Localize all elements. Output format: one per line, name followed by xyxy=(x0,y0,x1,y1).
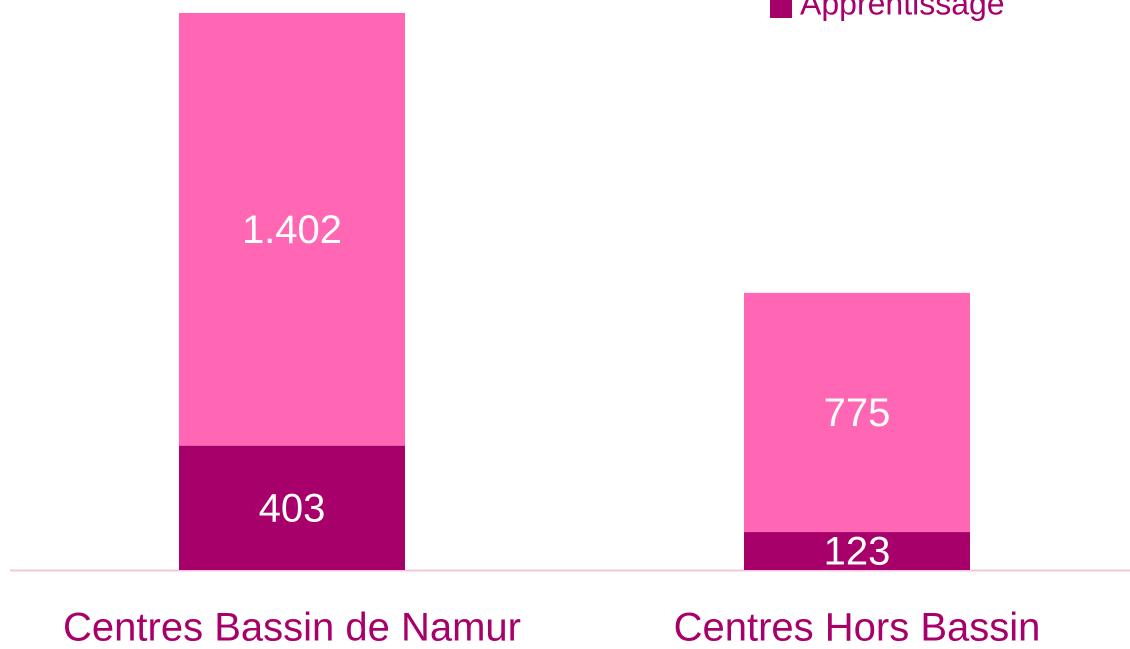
bar-segment xyxy=(744,532,970,570)
value-label: 775 xyxy=(824,391,891,435)
x-tick-label: Centres Bassin de Namur xyxy=(63,606,521,649)
bar-segment xyxy=(744,292,970,533)
value-label: 123 xyxy=(824,530,891,574)
bar-segment xyxy=(179,12,405,446)
x-tick-label: Centres Hors Bassin xyxy=(674,606,1041,649)
value-label: 1.402 xyxy=(242,208,342,252)
value-label: 403 xyxy=(259,486,326,530)
legend-swatch xyxy=(770,0,792,18)
bar-segment xyxy=(179,445,405,570)
legend-label: Apprentissage xyxy=(800,0,1005,21)
